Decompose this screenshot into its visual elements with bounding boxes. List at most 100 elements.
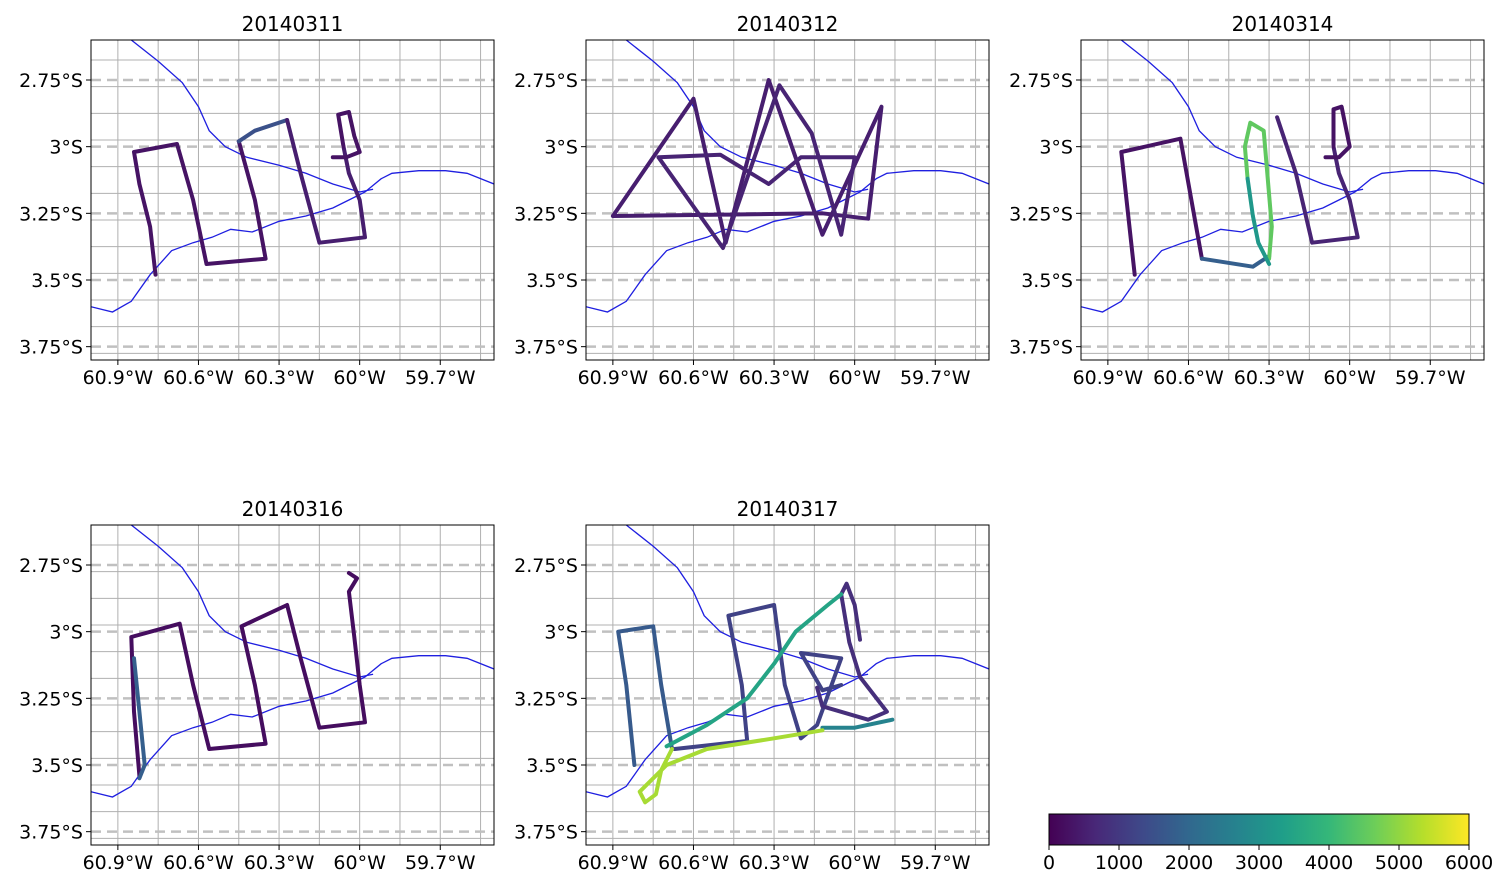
plot-frame (90, 39, 495, 361)
y-tick-label: 2.75°S (19, 555, 83, 577)
flight-track-segment (637, 728, 825, 805)
x-tick-label: 60.3°W (244, 852, 315, 874)
x-tick-label: 60.9°W (83, 852, 154, 874)
x-tick-label: 60.9°W (578, 852, 649, 874)
colorbar: 0 1000 2000 3000 4000 5000 6000 (1043, 813, 1493, 874)
river-line (91, 655, 494, 798)
x-tick-label: 60°W (828, 367, 881, 389)
x-tick-label: 60.6°W (163, 367, 234, 389)
y-tick-label: 3°S (49, 137, 83, 159)
y-tick-label: 3.75°S (514, 822, 578, 844)
flight-track-segment (610, 78, 884, 245)
flight-track-segment (656, 83, 857, 250)
colorbar-tick-label: 0 (1043, 852, 1055, 874)
x-tick-label: 60°W (828, 852, 881, 874)
y-tick-label: 3.5°S (1021, 270, 1073, 292)
river-line (1081, 170, 1484, 313)
flight-track-segment (132, 656, 147, 781)
panel-title: 20140314 (1232, 12, 1334, 36)
flight-track-segment (236, 118, 290, 144)
x-tick-label: 59.7°W (900, 367, 971, 389)
y-tick-label: 3.25°S (514, 203, 578, 225)
map-panel-20140314: 20140314 2.75°S 3°S 3.25°S 3.5°S 3.75°S60.9°W… (1009, 12, 1485, 389)
colorbar-bar (1048, 813, 1470, 846)
flight-track-segment (1242, 120, 1274, 261)
plot-frame (585, 524, 990, 846)
flight-track-segment (672, 603, 844, 751)
y-tick-label: 2.75°S (514, 70, 578, 92)
flight-track-segment (664, 592, 844, 749)
map-panel-20140312: 20140312 2.75°S 3°S 3.25°S 3.5°S 3.75°S60.9°W… (514, 12, 990, 389)
river-line (130, 40, 374, 193)
colorbar-tick-label: 5000 (1375, 852, 1423, 874)
y-tick-label: 3.75°S (19, 337, 83, 359)
y-tick-label: 3.25°S (19, 203, 83, 225)
flight-track-segment (129, 571, 367, 778)
y-tick-label: 3.5°S (31, 270, 83, 292)
x-tick-label: 60.6°W (658, 367, 729, 389)
plot-frame (90, 524, 495, 846)
x-tick-label: 59.7°W (1395, 367, 1466, 389)
map-panel-20140316: 20140316 2.75°S 3°S 3.25°S 3.5°S 3.75°S60.9°W… (19, 497, 495, 874)
river-line (1120, 40, 1364, 193)
x-tick-label: 60.6°W (658, 852, 729, 874)
colorbar-tick-label: 1000 (1095, 852, 1143, 874)
x-tick-label: 59.7°W (405, 852, 476, 874)
y-tick-label: 3.5°S (526, 270, 578, 292)
plot-area (586, 40, 989, 360)
plot-area (91, 40, 494, 360)
plot-frame (585, 39, 990, 361)
y-tick-label: 3.25°S (1009, 203, 1073, 225)
plot-area (1081, 40, 1484, 360)
flight-track-segment (330, 110, 362, 160)
y-tick-label: 3°S (544, 622, 578, 644)
colorbar-tick-label: 2000 (1165, 852, 1213, 874)
x-tick-label: 60.3°W (1234, 367, 1305, 389)
y-tick-label: 3.5°S (526, 755, 578, 777)
y-tick-label: 3°S (49, 622, 83, 644)
river-line (586, 655, 989, 798)
y-tick-label: 2.75°S (514, 555, 578, 577)
flight-track-segment (1323, 104, 1352, 160)
x-tick-label: 60.6°W (163, 852, 234, 874)
colorbar-tick-label: 3000 (1235, 852, 1283, 874)
flight-track-segment (616, 624, 674, 767)
x-tick-label: 60.9°W (83, 367, 154, 389)
y-tick-label: 3°S (1039, 137, 1073, 159)
flight-track-segment (1245, 176, 1272, 266)
river-line (625, 40, 869, 193)
y-tick-label: 3.75°S (19, 822, 83, 844)
y-tick-label: 2.75°S (1009, 70, 1073, 92)
colorbar-tick-label: 4000 (1305, 852, 1353, 874)
x-tick-label: 60.9°W (1073, 367, 1144, 389)
flight-track-segment (1275, 115, 1360, 245)
panel-title: 20140317 (737, 497, 839, 521)
y-tick-label: 3.5°S (31, 755, 83, 777)
x-tick-label: 60.3°W (739, 367, 810, 389)
y-tick-label: 2.75°S (19, 70, 83, 92)
plot-frame (1080, 39, 1485, 361)
flight-track-segment (285, 118, 367, 245)
x-tick-label: 59.7°W (900, 852, 971, 874)
flight-track-segment (820, 717, 895, 730)
flight-track-segment (132, 139, 268, 277)
flight-track-segment (815, 581, 889, 722)
plot-area (586, 525, 989, 845)
colorbar-tick-label: 6000 (1445, 852, 1493, 874)
y-tick-label: 3.25°S (19, 688, 83, 710)
river-line (130, 525, 374, 678)
y-tick-label: 3.75°S (514, 337, 578, 359)
river-line (586, 170, 989, 313)
map-panel-20140317: 20140317 2.75°S 3°S 3.25°S 3.5°S 3.75°S60.9°W… (514, 497, 990, 874)
panel-title: 20140316 (242, 497, 344, 521)
x-tick-label: 60°W (333, 367, 386, 389)
y-tick-label: 3.75°S (1009, 337, 1073, 359)
plot-area (91, 525, 494, 845)
x-tick-label: 60.9°W (578, 367, 649, 389)
flight-track-segment (1119, 136, 1204, 277)
x-tick-label: 60.3°W (739, 852, 810, 874)
panel-title: 20140312 (737, 12, 839, 36)
flight-track-segment (1199, 254, 1272, 269)
x-tick-label: 60°W (333, 852, 386, 874)
